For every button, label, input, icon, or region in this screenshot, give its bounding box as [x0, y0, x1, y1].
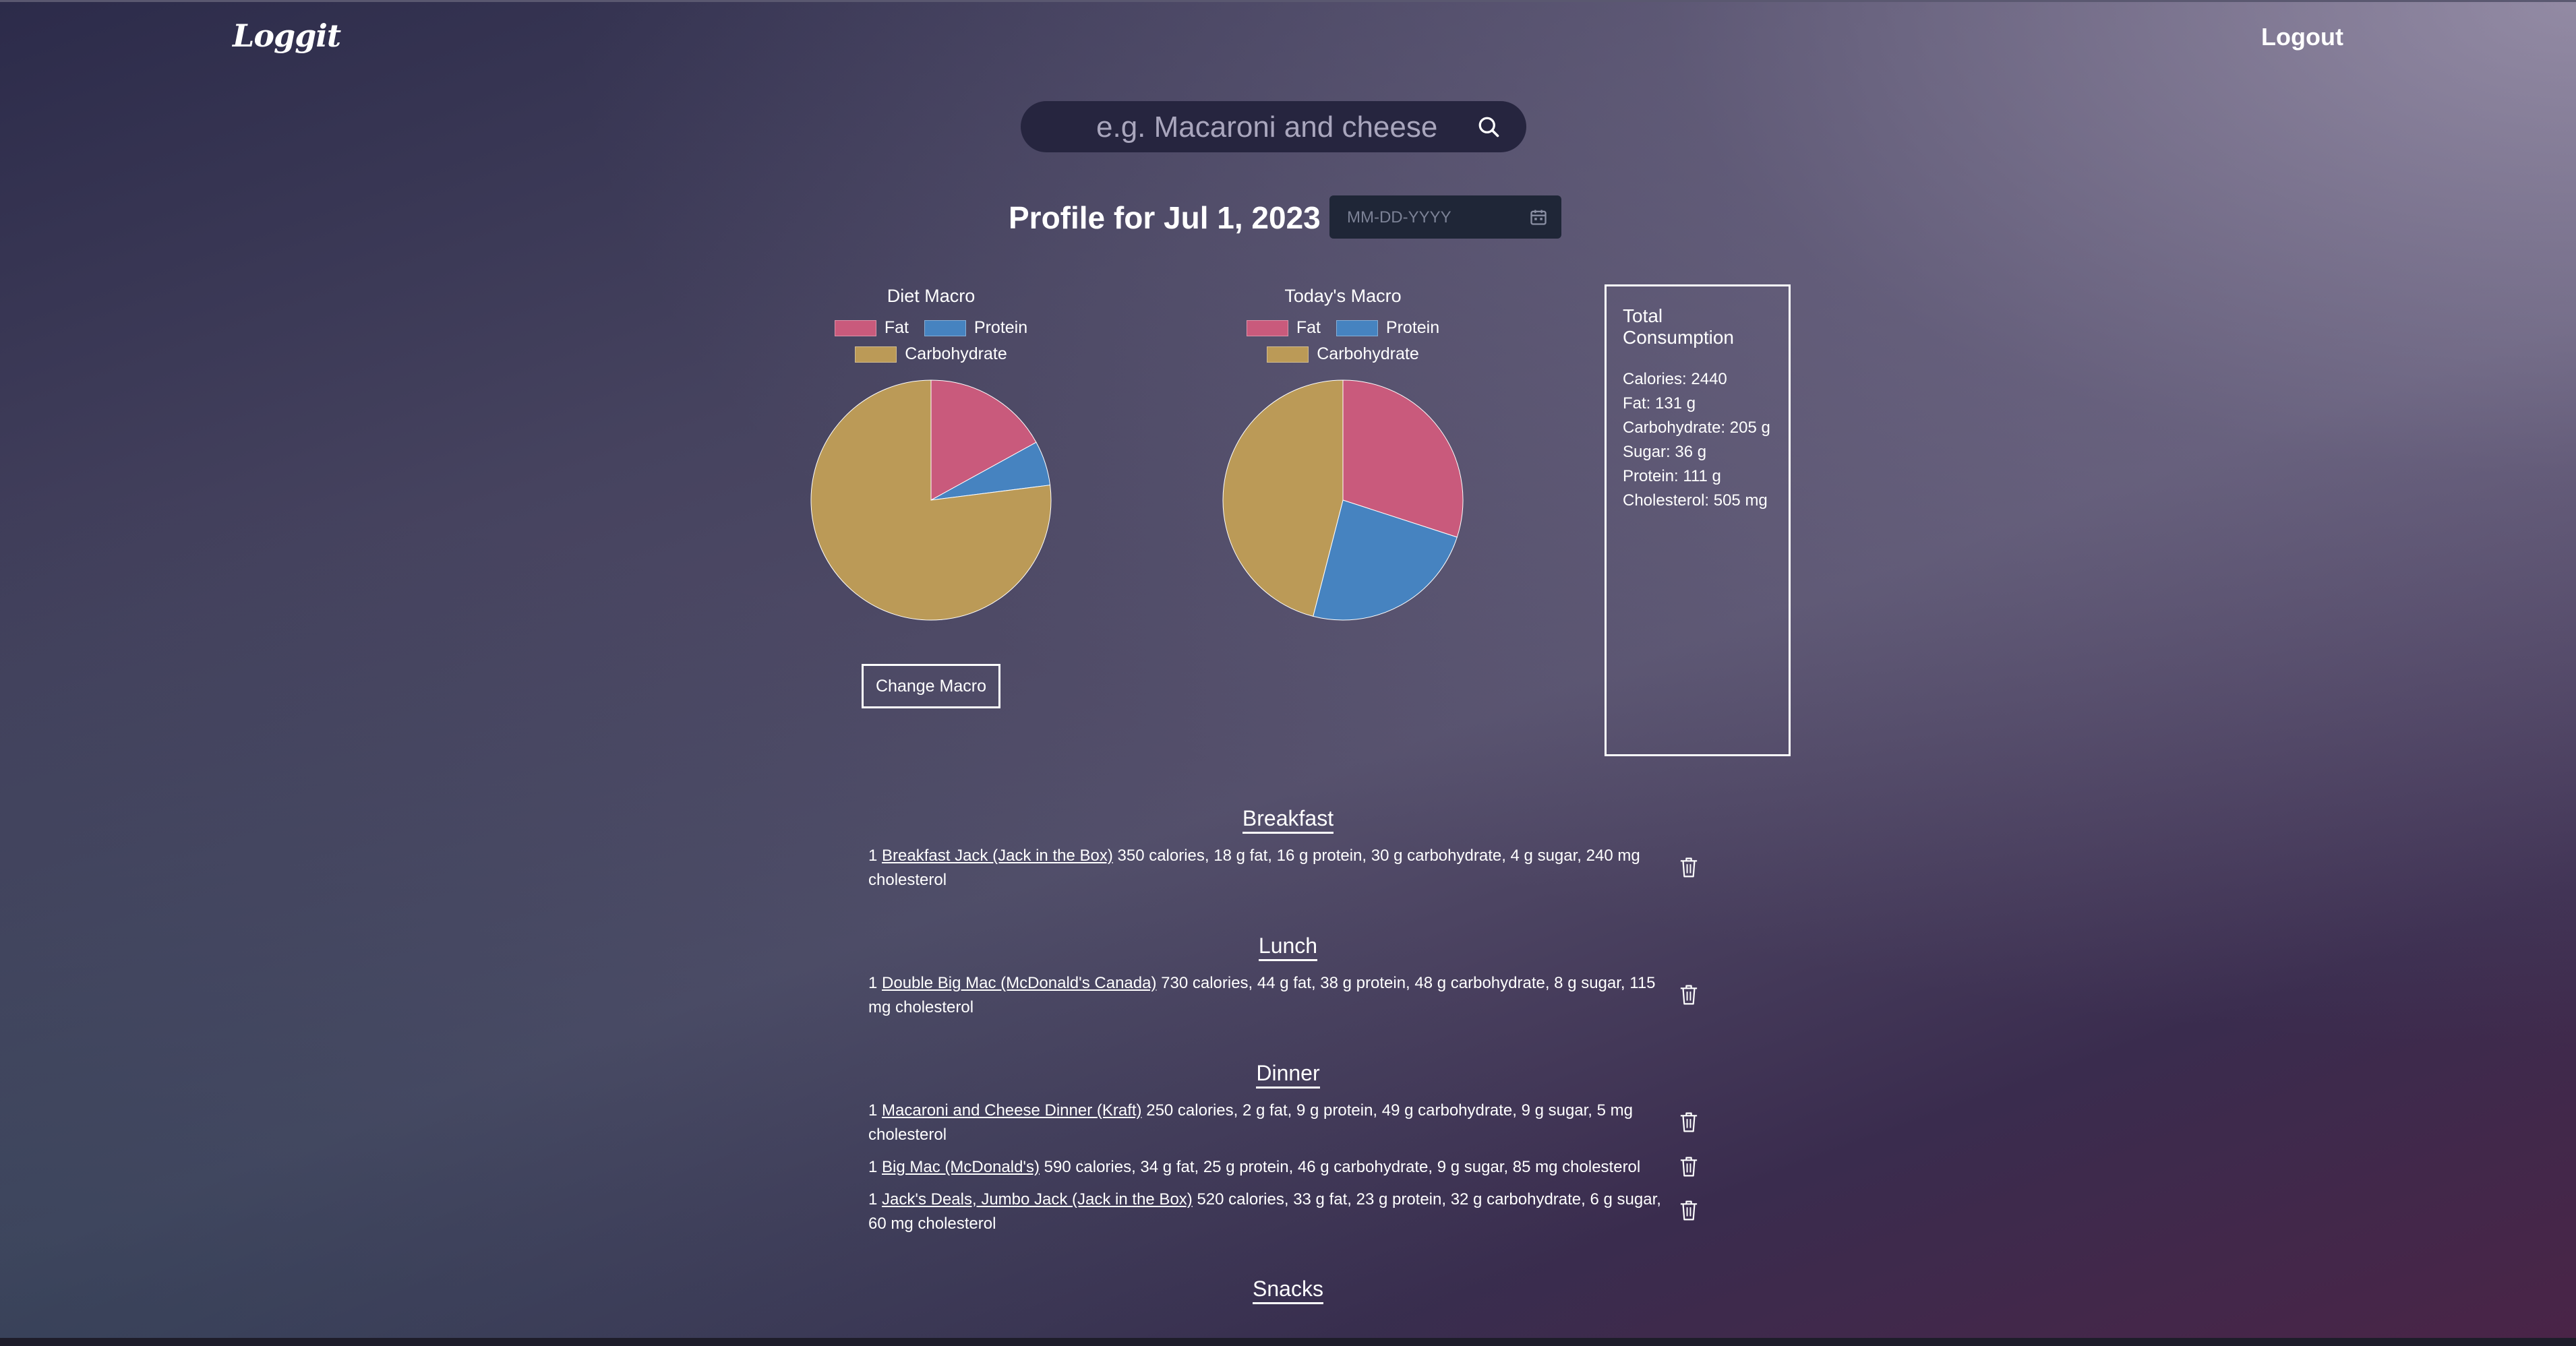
- meal-heading-lunch: Lunch: [0, 934, 2576, 961]
- pie-slice-fat[interactable]: [1342, 379, 1464, 538]
- entry-details: 520 calories, 33 g fat, 23 g protein, 32…: [868, 1190, 1661, 1233]
- legend-item-carbohydrate[interactable]: Carbohydrate: [1267, 344, 1419, 364]
- food-link[interactable]: Big Mac (McDonald's): [882, 1158, 1040, 1176]
- trash-icon[interactable]: [1679, 1111, 1699, 1134]
- trash-icon[interactable]: [1679, 983, 1699, 1006]
- consumption-calories: Calories: 2440: [1623, 370, 1727, 388]
- bottom-scroll-bar: [0, 1338, 2576, 1346]
- meal-heading-breakfast: Breakfast: [0, 806, 2576, 834]
- consumption-protein: Protein: 111 g: [1623, 467, 1721, 485]
- entry-details: 590 calories, 34 g fat, 25 g protein, 46…: [1040, 1158, 1641, 1176]
- chart-title: Today's Macro: [1284, 286, 1402, 306]
- pie-slice-fat[interactable]: [930, 379, 1037, 501]
- search-input[interactable]: [1095, 108, 1448, 147]
- trash-icon[interactable]: [1679, 856, 1699, 879]
- trash-icon[interactable]: [1679, 1155, 1699, 1178]
- food-search-bar: [1021, 101, 1526, 152]
- legend-swatch: [924, 319, 966, 336]
- date-input[interactable]: [1346, 205, 1517, 231]
- legend-item-fat[interactable]: Fat: [1246, 318, 1321, 338]
- chart-legend-row-1: Fat Protein: [1188, 318, 1498, 341]
- change-macro-button[interactable]: Change Macro: [862, 664, 1000, 708]
- legend-item-protein[interactable]: Protein: [924, 318, 1027, 338]
- diet-macro-chart: Diet Macro Fat Protein Carbohydrate: [776, 286, 1086, 623]
- food-link[interactable]: Breakfast Jack (Jack in the Box): [882, 847, 1113, 865]
- entry-quantity: 1: [868, 974, 878, 992]
- legend-label: Protein: [1385, 318, 1440, 337]
- legend-swatch: [1267, 346, 1309, 363]
- food-link[interactable]: Double Big Mac (McDonald's Canada): [882, 974, 1157, 992]
- legend-item-protein[interactable]: Protein: [1336, 318, 1439, 338]
- meal-heading-label: Snacks: [1253, 1277, 1323, 1304]
- chart-legend-row-2: Carbohydrate: [776, 344, 1086, 367]
- pie-slice-carbohydrate[interactable]: [1222, 379, 1344, 617]
- legend-swatch: [855, 346, 897, 363]
- entry-quantity: 1: [868, 1101, 878, 1120]
- legend-swatch: [1246, 319, 1288, 336]
- entry-details: 350 calories, 18 g fat, 16 g protein, 30…: [868, 847, 1640, 889]
- entry-quantity: 1: [868, 1158, 878, 1176]
- consumption-cholesterol: Cholesterol: 505 mg: [1623, 491, 1768, 510]
- chart-legend-row-2: Carbohydrate: [1188, 344, 1498, 367]
- calendar-icon[interactable]: [1529, 208, 1548, 226]
- pie-slice-protein[interactable]: [1313, 499, 1458, 621]
- chart-legend-row-1: Fat Protein: [776, 318, 1086, 341]
- legend-swatch: [1336, 319, 1378, 336]
- chart-title: Diet Macro: [887, 286, 976, 306]
- meal-heading-snacks: Snacks: [0, 1277, 2576, 1304]
- food-entry: 1 Breakfast Jack (Jack in the Box) 350 c…: [868, 844, 1672, 892]
- food-entry: 1 Double Big Mac (McDonald's Canada) 730…: [868, 971, 1672, 1020]
- consumption-fat: Fat: 131 g: [1623, 394, 1696, 412]
- date-picker: [1329, 195, 1561, 239]
- search-icon[interactable]: [1476, 115, 1501, 139]
- entry-details: 250 calories, 2 g fat, 9 g protein, 49 g…: [868, 1101, 1633, 1144]
- entry-details: 730 calories, 44 g fat, 38 g protein, 48…: [868, 974, 1656, 1016]
- pie-slice-carbohydrate[interactable]: [810, 379, 1052, 621]
- total-consumption-panel: Total Consumption Calories: 2440 Fat: 13…: [1605, 284, 1791, 756]
- legend-label: Carbohydrate: [1317, 344, 1419, 363]
- todays-macro-chart: Today's Macro Fat Protein Carbohydrate: [1188, 286, 1498, 623]
- entry-quantity: 1: [868, 1190, 878, 1209]
- logout-link[interactable]: Logout: [2261, 23, 2343, 51]
- legend-label: Protein: [974, 318, 1028, 337]
- entry-quantity: 1: [868, 847, 878, 865]
- consumption-sugar: Sugar: 36 g: [1623, 443, 1707, 461]
- meal-heading-label: Dinner: [1256, 1061, 1320, 1089]
- meal-heading-dinner: Dinner: [0, 1061, 2576, 1089]
- food-entry: 1 Jack's Deals, Jumbo Jack (Jack in the …: [868, 1188, 1672, 1236]
- legend-label: Carbohydrate: [905, 344, 1007, 363]
- page-title: Profile for Jul 1, 2023: [1009, 200, 1321, 235]
- food-entry: 1 Macaroni and Cheese Dinner (Kraft) 250…: [868, 1099, 1672, 1147]
- food-entry: 1 Big Mac (McDonald's) 590 calories, 34 …: [868, 1155, 1672, 1180]
- consumption-title: Total Consumption: [1623, 305, 1734, 348]
- meal-heading-label: Lunch: [1258, 934, 1318, 961]
- consumption-carbohydrate: Carbohydrate: 205 g: [1623, 419, 1770, 437]
- legend-label: Fat: [884, 318, 909, 337]
- app-logo[interactable]: Loggit: [233, 18, 341, 54]
- food-link[interactable]: Jack's Deals, Jumbo Jack (Jack in the Bo…: [882, 1190, 1193, 1209]
- food-link[interactable]: Macaroni and Cheese Dinner (Kraft): [882, 1101, 1142, 1120]
- legend-item-carbohydrate[interactable]: Carbohydrate: [855, 344, 1007, 364]
- meal-heading-label: Breakfast: [1242, 806, 1334, 834]
- window-top-border: [0, 0, 2576, 2]
- legend-item-fat[interactable]: Fat: [834, 318, 909, 338]
- legend-swatch: [834, 319, 876, 336]
- todays-macro-pie: [1222, 379, 1464, 621]
- diet-macro-pie: [810, 379, 1052, 621]
- legend-label: Fat: [1296, 318, 1321, 337]
- trash-icon[interactable]: [1679, 1199, 1699, 1222]
